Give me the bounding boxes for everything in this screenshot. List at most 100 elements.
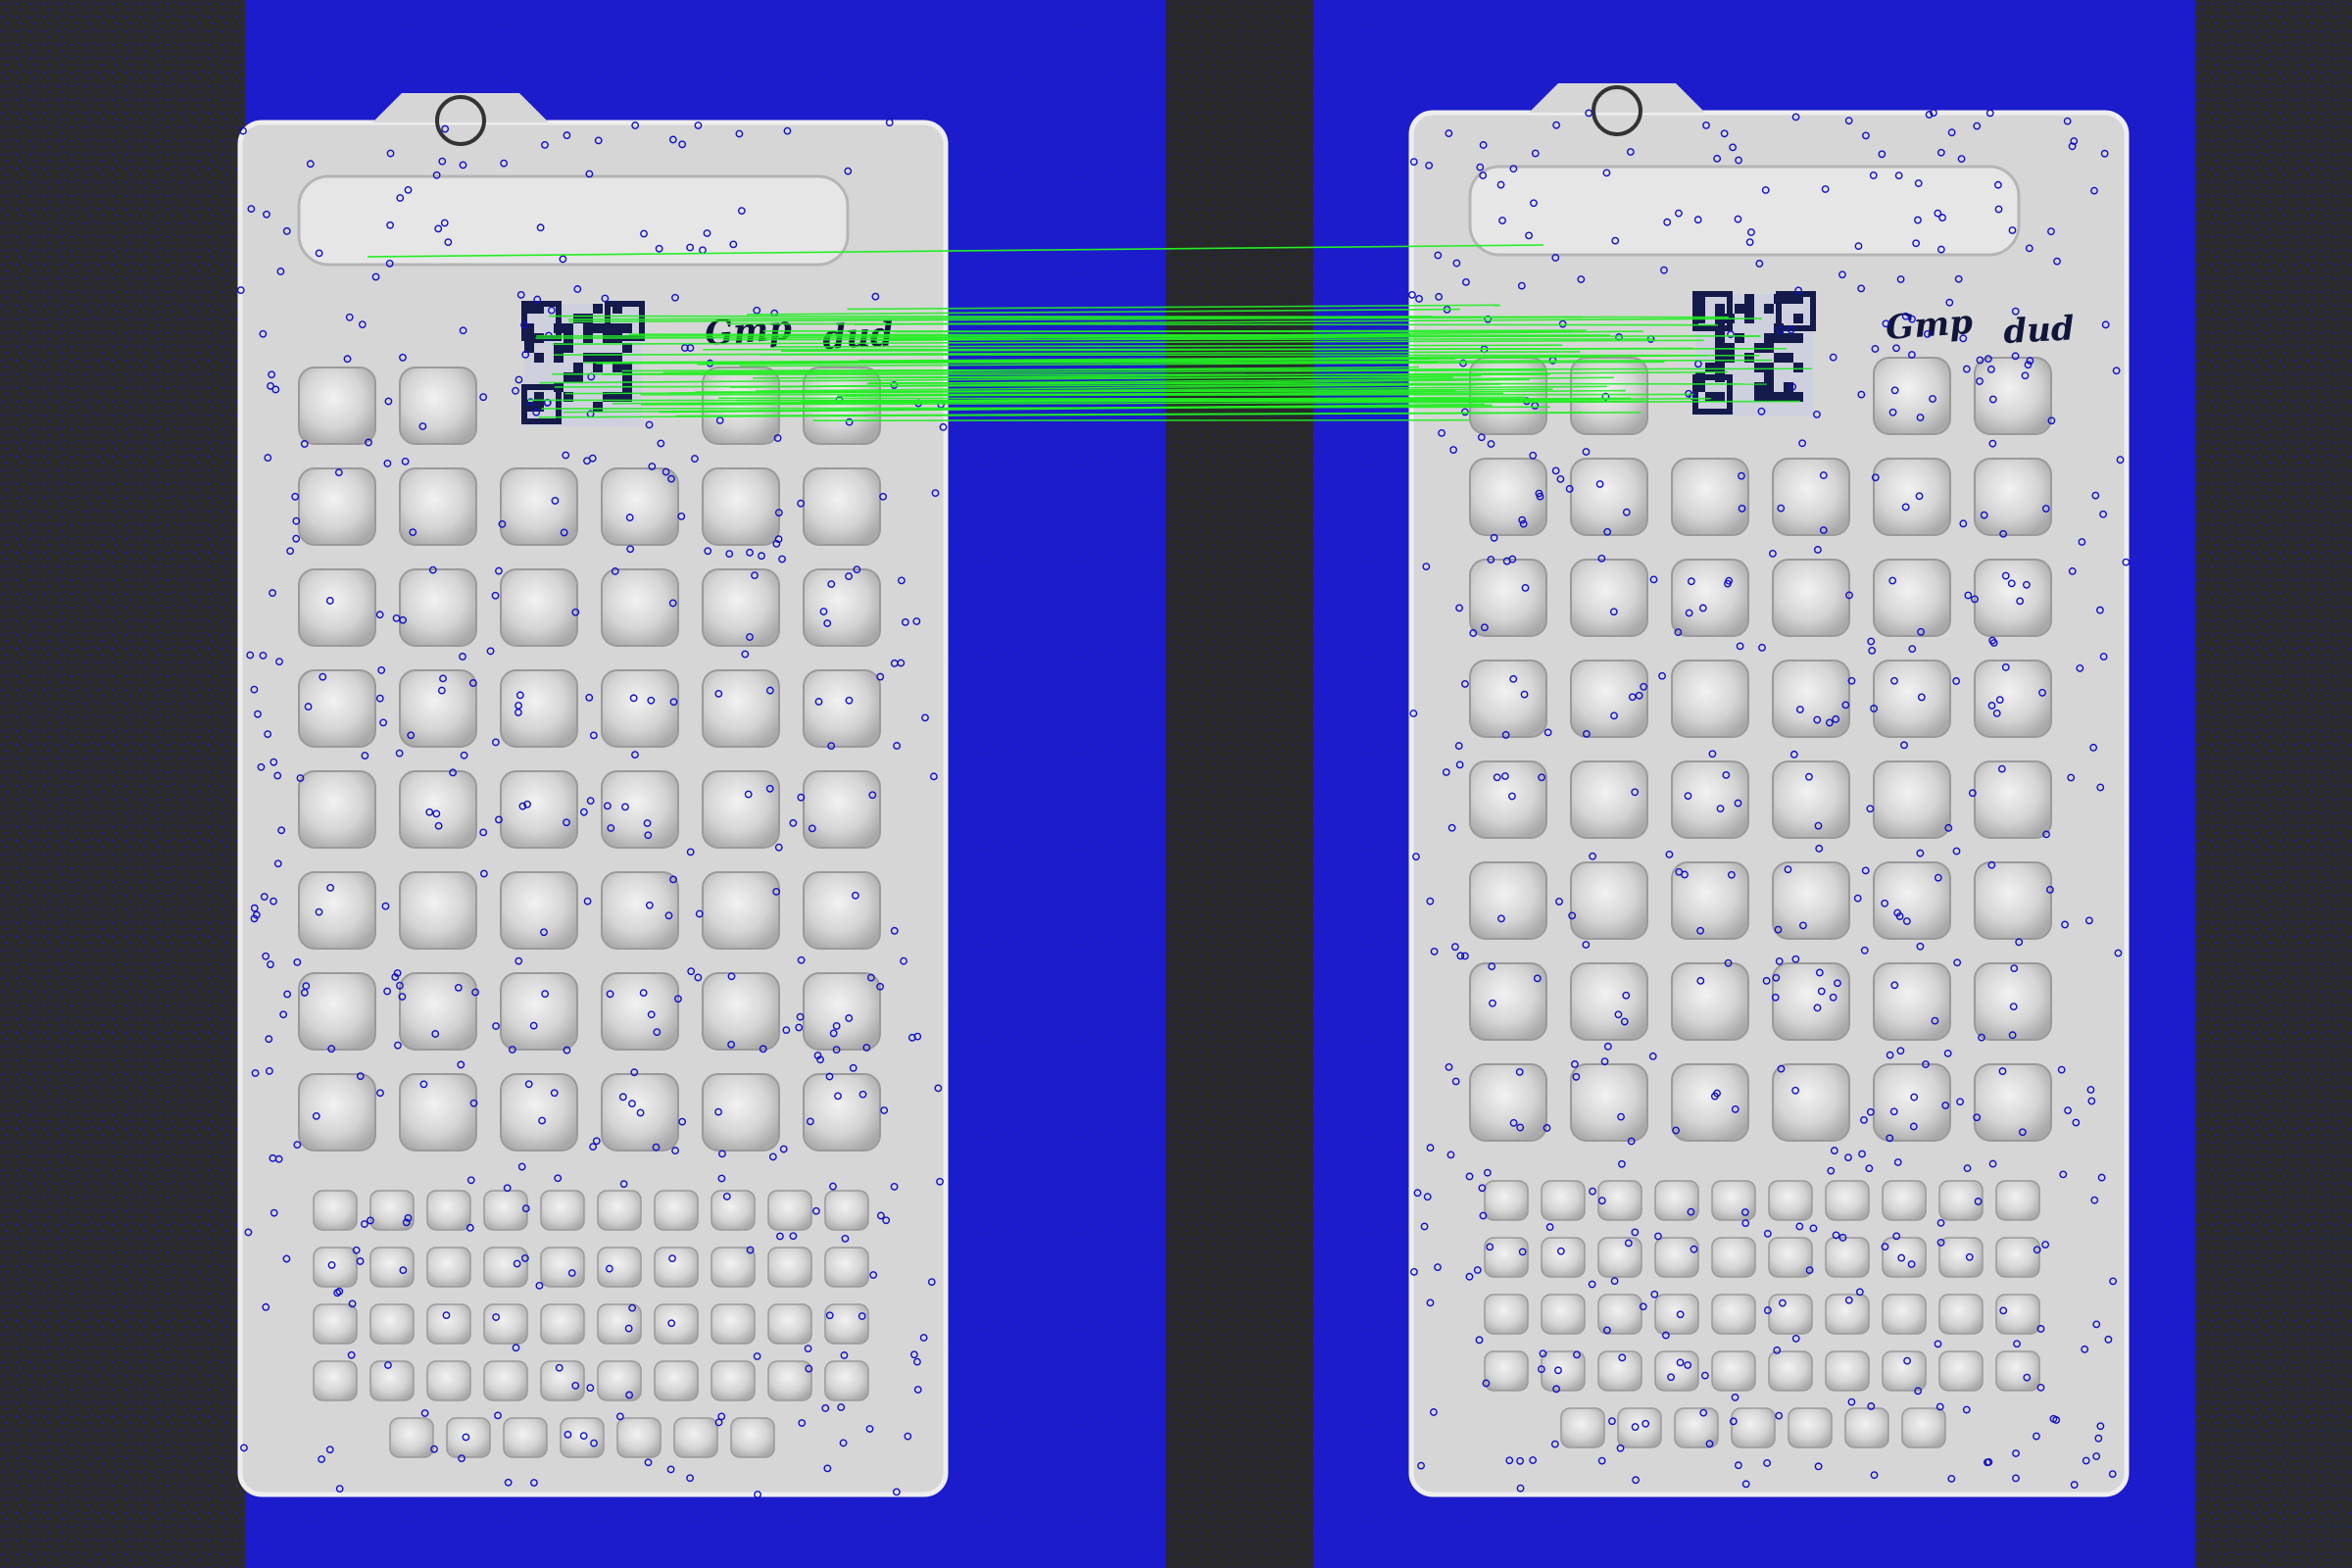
keypoint: [703, 229, 711, 237]
keypoint: [273, 859, 282, 868]
keypoint: [1773, 1346, 1782, 1354]
large-blister: [702, 1073, 780, 1152]
large-blister: [1873, 458, 1951, 536]
keypoint: [717, 1174, 726, 1183]
keypoint: [580, 808, 588, 816]
keypoint: [385, 259, 394, 268]
keypoint: [254, 710, 262, 718]
keypoint: [783, 126, 792, 135]
small-blister: [1788, 1407, 1833, 1448]
keypoint: [1903, 1356, 1911, 1365]
keypoint: [605, 1264, 613, 1273]
keypoint: [1451, 1077, 1460, 1086]
keypoint: [1988, 636, 1997, 645]
keypoint: [2057, 1065, 2066, 1074]
keypoint: [931, 489, 940, 497]
keypoint: [717, 1412, 726, 1421]
keypoint: [563, 818, 570, 827]
small-blister: [1825, 1180, 1870, 1221]
keypoint: [1631, 788, 1640, 797]
keypoint: [432, 171, 441, 179]
keypoint: [1881, 1243, 1889, 1251]
keypoint: [1914, 179, 1923, 187]
keypoint: [1498, 217, 1506, 224]
keypoint: [586, 797, 595, 806]
keypoint: [753, 1352, 761, 1360]
keypoint: [1794, 286, 1803, 295]
large-blister: [298, 871, 376, 950]
keypoint: [645, 420, 654, 429]
keypoint: [1589, 1187, 1596, 1196]
keypoint: [2089, 743, 2098, 752]
keypoint: [1631, 1423, 1640, 1431]
keypoint: [1608, 1417, 1616, 1426]
qr-module: [583, 353, 593, 363]
large-blister: [1873, 962, 1951, 1041]
keypoint: [383, 460, 392, 467]
keypoint: [2036, 1383, 2045, 1392]
keypoint: [1482, 1379, 1491, 1388]
qr-module: [612, 392, 622, 402]
keypoint: [2064, 1106, 2072, 1115]
keypoint: [1741, 1480, 1750, 1489]
keypoint: [686, 344, 695, 352]
keypoint: [768, 1152, 777, 1161]
qr-module: [1764, 382, 1774, 392]
keypoint: [508, 1046, 516, 1054]
keypoint: [1815, 844, 1824, 853]
keypoint: [1830, 1147, 1838, 1154]
keypoint: [1442, 768, 1450, 776]
keypoint: [2011, 307, 2020, 316]
keypoints-group: [236, 109, 2131, 1498]
keypoint: [1517, 281, 1526, 290]
qr-module: [1715, 363, 1725, 372]
large-blister: [298, 770, 376, 849]
keypoint: [655, 244, 663, 253]
small-blister: [1882, 1294, 1927, 1335]
keypoint: [858, 1312, 866, 1320]
keypoint: [1738, 471, 1745, 480]
keypoint: [425, 808, 434, 816]
small-blister: [1484, 1180, 1529, 1221]
keypoint: [567, 1269, 576, 1277]
large-blister: [1469, 1063, 1547, 1142]
keypoint: [2024, 361, 2033, 369]
keypoint: [1916, 942, 1925, 951]
keypoint: [2097, 1173, 2106, 1182]
keypoint: [1660, 266, 1668, 274]
small-blister: [1882, 1180, 1927, 1221]
match-line: [854, 318, 1762, 325]
keypoint: [2086, 1086, 2095, 1094]
keypoint: [1738, 504, 1746, 513]
keypoint: [845, 572, 853, 580]
small-blister: [1711, 1350, 1756, 1392]
small-blister: [654, 1190, 699, 1231]
qr-module: [564, 323, 573, 333]
qr-module: [1774, 392, 1784, 402]
keypoint: [1777, 504, 1786, 513]
qr-module: [612, 353, 622, 363]
qr-module: [1764, 372, 1774, 382]
keypoint: [521, 1204, 530, 1212]
small-blister: [560, 1417, 605, 1458]
small-blister: [503, 1417, 548, 1458]
qr-module: [1764, 304, 1774, 314]
keypoint: [2047, 416, 2056, 425]
keypoint: [1602, 169, 1611, 177]
large-blister: [803, 871, 881, 950]
keypoint: [2023, 1373, 2032, 1382]
large-blister: [1873, 1063, 1951, 1142]
keypoint: [2008, 1031, 2017, 1040]
small-blister: [1674, 1407, 1719, 1448]
keypoint: [1610, 1277, 1619, 1286]
keypoint: [503, 1184, 512, 1193]
keypoint: [1518, 515, 1527, 524]
small-blister: [767, 1360, 812, 1401]
keypoint: [1775, 1411, 1784, 1420]
keypoint: [1597, 1456, 1606, 1465]
keypoint: [687, 967, 696, 976]
keypoint: [1628, 693, 1637, 702]
large-blister: [399, 669, 477, 748]
keypoint: [1420, 1222, 1429, 1231]
large-blister: [1974, 962, 2052, 1041]
